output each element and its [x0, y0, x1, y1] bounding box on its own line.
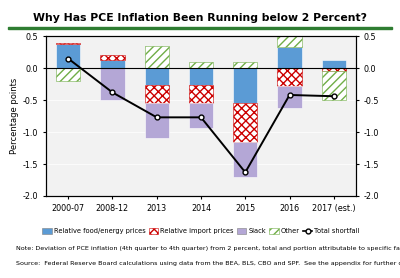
Bar	[100, 68, 125, 100]
Bar	[322, 68, 346, 71]
Bar	[277, 86, 302, 108]
Bar	[233, 62, 258, 68]
Bar	[144, 46, 169, 68]
Bar	[189, 85, 213, 103]
Bar	[277, 68, 302, 86]
Bar	[56, 44, 80, 68]
Legend: Relative food/energy prices, Relative import prices, Slack, Other, Total shortfa: Relative food/energy prices, Relative im…	[42, 228, 360, 234]
Bar	[233, 103, 258, 142]
Bar	[100, 55, 125, 60]
Bar	[277, 25, 302, 47]
Text: Note: Deviation of PCE inflation (4th quarter to 4th quarter) from 2 percent, to: Note: Deviation of PCE inflation (4th qu…	[16, 246, 400, 251]
Bar	[56, 68, 80, 81]
Text: Source:  Federal Reserve Board calculations using data from the BEA, BLS, CBO an: Source: Federal Reserve Board calculatio…	[16, 261, 400, 266]
Bar	[233, 68, 258, 103]
Y-axis label: Percentage points: Percentage points	[10, 78, 19, 154]
Bar	[277, 47, 302, 68]
Bar	[322, 60, 346, 68]
Bar	[233, 142, 258, 177]
Bar	[189, 62, 213, 68]
Bar	[144, 85, 169, 103]
Bar	[144, 68, 169, 85]
Bar	[189, 68, 213, 85]
Bar	[144, 103, 169, 138]
Text: Why Has PCE Inflation Been Running below 2 Percent?: Why Has PCE Inflation Been Running below…	[33, 13, 367, 23]
Bar	[189, 103, 213, 128]
Bar	[56, 43, 80, 44]
Bar	[100, 60, 125, 68]
Bar	[322, 71, 346, 100]
